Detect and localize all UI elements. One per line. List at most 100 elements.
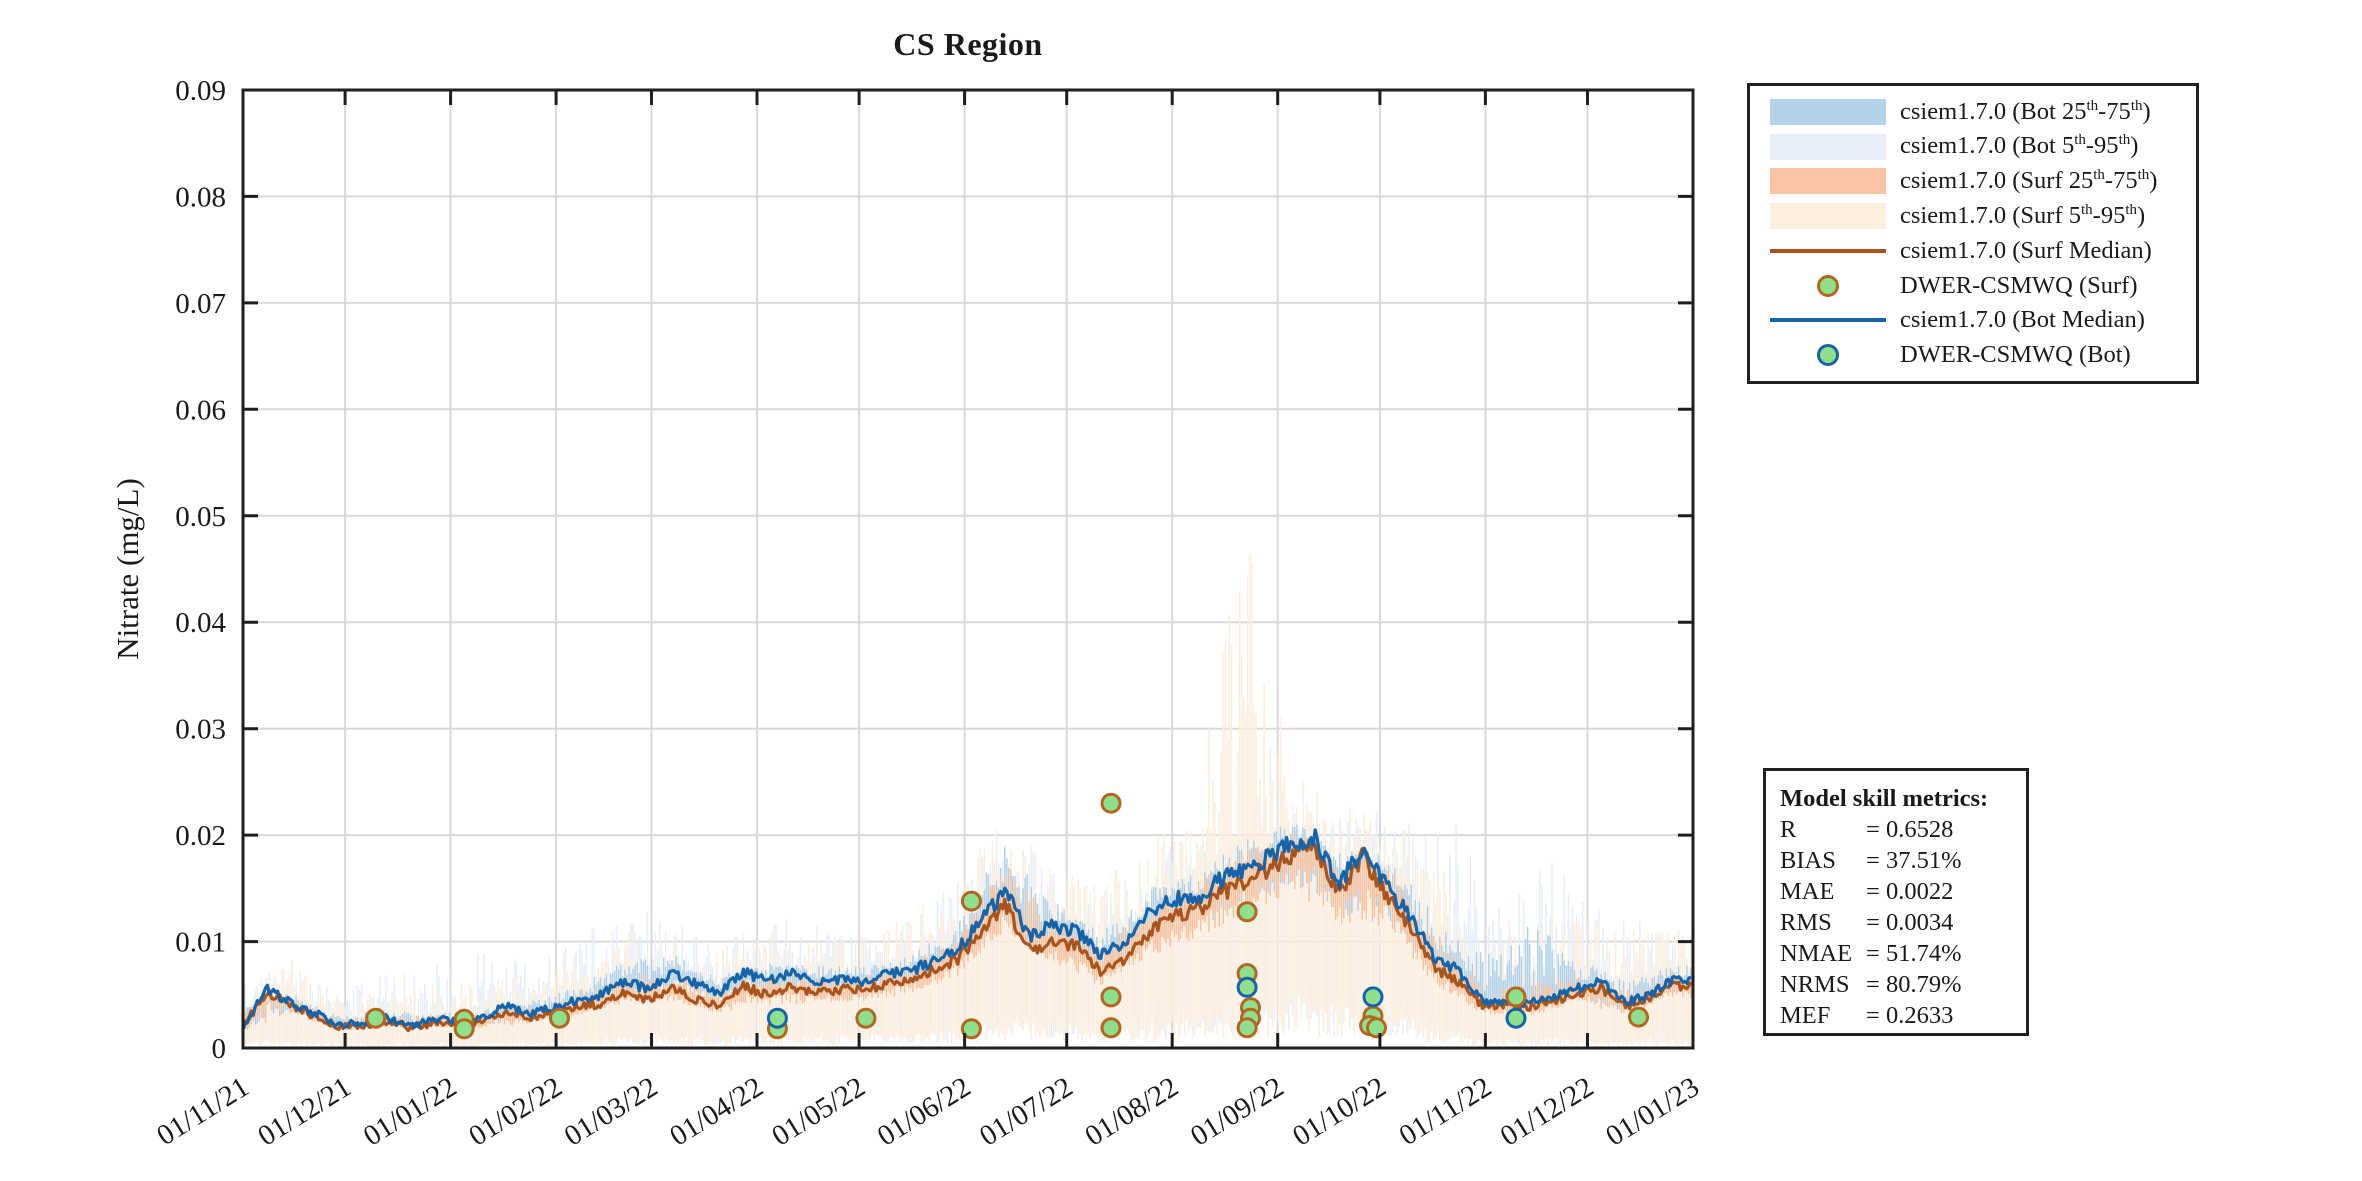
plot-border bbox=[241, 88, 1695, 1050]
legend-label: csiem1.7.0 (Bot 5th-95th) bbox=[1900, 132, 2139, 160]
obs-point-bot bbox=[766, 1007, 788, 1029]
obs-point-surf bbox=[1100, 792, 1122, 814]
obs-point-bot bbox=[1362, 986, 1384, 1008]
metric-name: R bbox=[1780, 816, 1797, 843]
metric-line: BIAS = 37.51% bbox=[1780, 845, 2012, 876]
line-swatch bbox=[1770, 248, 1886, 253]
surf-median-line bbox=[241, 838, 1693, 1033]
surf-5-95-band bbox=[242, 554, 1692, 1047]
legend-label: csiem1.7.0 (Bot Median) bbox=[1900, 306, 2145, 334]
metric-name: RMS bbox=[1780, 909, 1832, 936]
legend-band-swatch bbox=[1770, 98, 1886, 125]
metric-value: = 0.0022 bbox=[1866, 878, 1954, 905]
legend-marker-swatch bbox=[1770, 344, 1886, 367]
metric-value: = 51.74% bbox=[1866, 940, 1962, 967]
legend-line-swatch bbox=[1770, 318, 1886, 323]
legend-item: csiem1.7.0 (Surf 5th-95th) bbox=[1750, 199, 2196, 233]
legend-item: DWER-CSMWQ (Bot) bbox=[1750, 338, 2196, 372]
legend-item: csiem1.7.0 (Bot 25th-75th) bbox=[1750, 95, 2196, 129]
y-tick-label: 0.02 bbox=[175, 820, 226, 852]
legend-band-swatch bbox=[1770, 203, 1886, 230]
metric-name: BIAS bbox=[1780, 847, 1836, 874]
metric-line: NMAE = 51.74% bbox=[1780, 938, 2012, 969]
band-swatch bbox=[1770, 98, 1886, 125]
legend-label: csiem1.7.0 (Bot 25th-75th) bbox=[1900, 97, 2151, 125]
y-tick-label: 0.07 bbox=[175, 288, 226, 320]
metrics-title: Model skill metrics: bbox=[1780, 785, 1989, 812]
obs-point-surf bbox=[1100, 1017, 1122, 1039]
obs-point-surf bbox=[1236, 1017, 1258, 1039]
axis-ticks bbox=[241, 88, 1695, 1050]
obs-point-surf bbox=[1100, 986, 1122, 1008]
metric-line: R = 0.6528 bbox=[1780, 814, 2012, 845]
x-tick-label: 01/11/21 bbox=[151, 1071, 254, 1152]
legend: csiem1.7.0 (Bot 25th-75th) csiem1.7.0 (Bo… bbox=[1747, 83, 2199, 384]
metric-value: = 0.6528 bbox=[1866, 816, 1954, 843]
legend-item: csiem1.7.0 (Bot 5th-95th) bbox=[1750, 130, 2196, 164]
x-tick-label: 01/07/22 bbox=[974, 1071, 1078, 1153]
x-tick-label: 01/06/22 bbox=[872, 1071, 976, 1153]
obs-point-surf bbox=[960, 890, 982, 912]
obs-point-bot bbox=[1505, 1007, 1527, 1029]
y-tick-label: 0.03 bbox=[175, 714, 226, 746]
metric-value: = 37.51% bbox=[1866, 847, 1962, 874]
legend-band-swatch bbox=[1770, 168, 1886, 195]
x-tick-label: 01/01/22 bbox=[358, 1071, 462, 1153]
band-swatch bbox=[1770, 133, 1886, 160]
gridlines bbox=[243, 90, 1693, 1048]
obs-point-surf bbox=[549, 1007, 570, 1029]
x-tick-label: 01/10/22 bbox=[1287, 1071, 1391, 1153]
y-tick-label: 0.05 bbox=[175, 501, 226, 533]
y-tick-label: 0.08 bbox=[175, 181, 226, 213]
metric-line: MAE = 0.0022 bbox=[1780, 876, 2012, 907]
obs-point-surf bbox=[365, 1007, 387, 1029]
metric-line: RMS = 0.0034 bbox=[1780, 907, 2012, 938]
x-tick-label: 01/02/22 bbox=[463, 1071, 567, 1153]
obs-point-surf bbox=[1366, 1017, 1387, 1039]
circle-marker-icon bbox=[1817, 344, 1839, 367]
y-tick-label: 0 bbox=[212, 1033, 227, 1065]
obs-point-surf bbox=[1628, 1006, 1649, 1028]
band-swatch bbox=[1770, 168, 1886, 195]
band-swatch bbox=[1770, 203, 1886, 230]
chart-title: CS Region bbox=[893, 26, 1043, 62]
y-tick-label: 0.01 bbox=[175, 927, 226, 959]
obs-point-surf bbox=[960, 1018, 982, 1040]
legend-label: csiem1.7.0 (Surf 25th-75th) bbox=[1900, 167, 2158, 195]
line-swatch bbox=[1770, 318, 1886, 323]
metric-name: NMAE bbox=[1780, 940, 1853, 967]
obs-point-bot bbox=[1236, 976, 1258, 998]
metric-value: = 0.2633 bbox=[1866, 1002, 1954, 1029]
legend-item: csiem1.7.0 (Surf 25th-75th) bbox=[1750, 164, 2196, 198]
metric-name: NRMS bbox=[1780, 971, 1850, 998]
x-tick-label: 01/03/22 bbox=[559, 1071, 663, 1153]
obs-point-surf bbox=[453, 1018, 475, 1040]
metric-line: NRMS = 80.79% bbox=[1780, 969, 2012, 1000]
x-tick-label: 01/12/22 bbox=[1495, 1071, 1599, 1153]
legend-marker-swatch bbox=[1770, 274, 1886, 297]
x-tick-label: 01/11/22 bbox=[1394, 1071, 1497, 1152]
x-tick-label: 01/12/21 bbox=[252, 1071, 356, 1153]
model-skill-metrics-box: Model skill metrics: R = 0.6528 BIAS = 37.5… bbox=[1763, 768, 2029, 1036]
metric-value: = 80.79% bbox=[1866, 971, 1962, 998]
obs-point-surf bbox=[1505, 986, 1527, 1008]
y-tick-label: 0.09 bbox=[175, 75, 226, 107]
metrics-lines: R = 0.6528 BIAS = 37.51% MAE = 0.0022 RMS = 0.0… bbox=[1780, 814, 2012, 1031]
metric-line: MEF = 0.2633 bbox=[1780, 1000, 2012, 1031]
y-tick-label: 0.06 bbox=[175, 394, 226, 426]
legend-item: csiem1.7.0 (Bot Median) bbox=[1750, 303, 2196, 337]
x-tick-label: 01/05/22 bbox=[766, 1071, 870, 1153]
obs-point-surf bbox=[855, 1007, 877, 1029]
legend-label: DWER-CSMWQ (Bot) bbox=[1900, 341, 2131, 369]
legend-item: DWER-CSMWQ (Surf) bbox=[1750, 269, 2196, 303]
metric-value: = 0.0034 bbox=[1866, 909, 1954, 936]
legend-item: csiem1.7.0 (Surf Median) bbox=[1750, 234, 2196, 268]
legend-band-swatch bbox=[1770, 133, 1886, 160]
legend-label: csiem1.7.0 (Surf Median) bbox=[1900, 236, 2152, 264]
legend-line-swatch bbox=[1770, 248, 1886, 253]
circle-marker-icon bbox=[1817, 274, 1839, 297]
metric-name: MAE bbox=[1780, 878, 1835, 905]
legend-label: csiem1.7.0 (Surf 5th-95th) bbox=[1900, 201, 2146, 230]
obs-point-surf bbox=[1236, 901, 1258, 923]
